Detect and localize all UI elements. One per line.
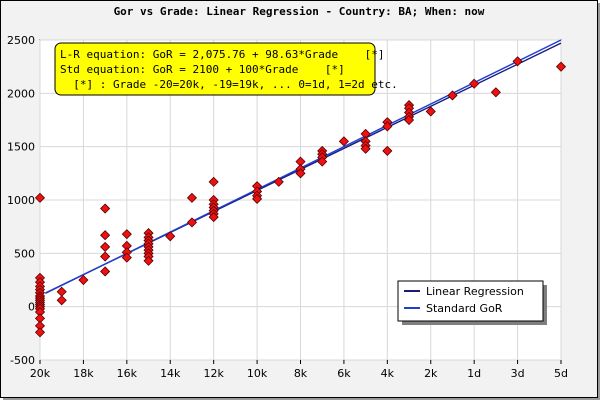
x-tick-label: 20k xyxy=(30,367,51,380)
data-point xyxy=(34,327,46,338)
x-tick-label: 18k xyxy=(73,367,94,380)
data-point xyxy=(490,87,501,98)
data-point xyxy=(425,106,436,117)
legend-label-standard-gor: Standard GoR xyxy=(426,302,503,315)
legend: Linear Regression Standard GoR xyxy=(397,280,547,325)
data-point xyxy=(273,176,284,187)
x-tick-label: 5d xyxy=(554,367,568,380)
data-point xyxy=(360,143,371,154)
y-tick-label: 0 xyxy=(28,301,35,314)
data-point xyxy=(56,295,67,306)
data-point xyxy=(100,241,111,252)
data-point xyxy=(100,251,111,262)
data-point xyxy=(34,192,46,203)
annotation-std-equation: Std equation: GoR = 2100 + 100*Grade [*] xyxy=(60,63,345,76)
data-point xyxy=(186,217,198,228)
data-point xyxy=(186,192,198,203)
data-point xyxy=(382,121,393,132)
x-tick-label: 16k xyxy=(117,367,138,380)
data-point xyxy=(252,193,263,204)
y-tick-label: 500 xyxy=(14,247,35,260)
data-point xyxy=(403,114,415,126)
data-point xyxy=(100,203,111,214)
data-point xyxy=(78,274,89,286)
y-tick-label: 1000 xyxy=(7,194,35,207)
x-tick-label: 4k xyxy=(381,367,395,380)
chart-title: Gor vs Grade: Linear Regression - Countr… xyxy=(113,5,485,18)
x-tick-label: 3d xyxy=(511,367,525,380)
data-point xyxy=(512,56,523,67)
x-tick-label: 8k xyxy=(294,367,308,380)
data-points xyxy=(34,56,567,338)
y-tick-label: 2500 xyxy=(7,34,35,47)
x-tick-label: 1d xyxy=(467,367,481,380)
data-point xyxy=(317,156,328,167)
data-point xyxy=(100,230,111,241)
x-tick-label: 2k xyxy=(424,367,438,380)
data-point xyxy=(121,229,132,240)
x-tick-label: 12k xyxy=(203,367,224,380)
data-point xyxy=(338,136,349,147)
data-point xyxy=(121,252,132,263)
annotation-lr-equation: L-R equation: GoR = 2,075.76 + 98.63*Gra… xyxy=(60,48,385,61)
data-point xyxy=(295,168,306,179)
y-tick-label: 1500 xyxy=(7,141,35,154)
data-point xyxy=(382,145,393,156)
data-point xyxy=(165,231,176,242)
x-tick-label: 10k xyxy=(247,367,268,380)
axes: -500 0 500 1000 1500 2000 2500 20k 18k 16k 14k 12k 1… xyxy=(7,34,568,380)
y-tick-label: 2000 xyxy=(7,87,35,100)
legend-label-linear-regression: Linear Regression xyxy=(426,285,524,298)
data-point xyxy=(208,176,219,187)
data-point xyxy=(447,90,458,101)
x-tick-label: 14k xyxy=(160,367,181,380)
equation-box: L-R equation: GoR = 2,075.76 + 98.63*Gra… xyxy=(54,42,398,96)
data-point xyxy=(555,61,567,72)
y-tick-label: -500 xyxy=(10,354,35,367)
data-point xyxy=(469,78,480,89)
data-point xyxy=(208,212,219,223)
annotation-grade-note: [*] : Grade -20=20k, -19=19k, ... 0=1d, … xyxy=(60,78,398,91)
x-tick-label: 6k xyxy=(337,367,351,380)
data-point xyxy=(143,255,154,266)
data-point xyxy=(100,266,111,277)
